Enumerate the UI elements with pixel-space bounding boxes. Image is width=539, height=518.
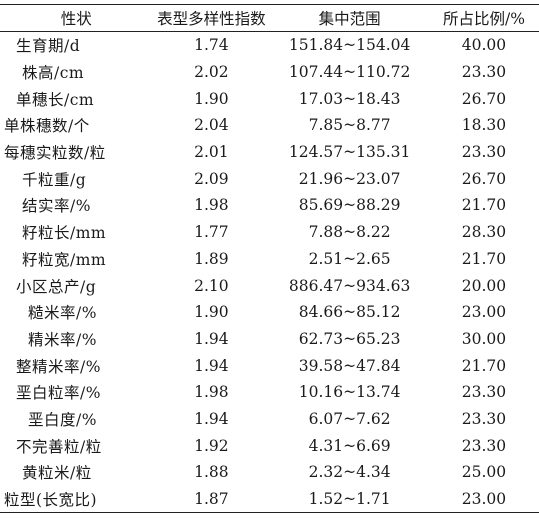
cell-percentage: 23.30 [461,383,507,402]
table-header: 性状 表型多样性指数 集中范围 所占比例/% [0,4,539,32]
cell-range: 21.96~23.07 [298,169,401,188]
table-row: 粒型(长宽比) 1.87 1.52~1.71 23.00 [0,485,539,514]
cell-trait: 小区总产/g [16,277,97,296]
cell-range: 886.47~934.63 [288,276,411,295]
table-row: 精米率/% 1.94 62.73~65.23 30.00 [0,326,539,353]
cell-diversity-index: 1.77 [194,223,229,242]
table-row: 垩白度/% 1.94 6.07~7.62 23.30 [0,406,539,433]
table-row: 千粒重/g 2.09 21.96~23.07 26.70 [0,165,539,192]
cell-diversity-index: 1.92 [194,436,229,455]
cell-diversity-index: 1.90 [194,303,229,322]
table-row: 糙米率/% 1.90 84.66~85.12 23.00 [0,299,539,326]
cell-trait: 单株穗数/个 [4,117,90,136]
cell-diversity-index: 1.88 [194,463,229,482]
cell-percentage: 25.00 [461,463,507,482]
cell-range: 17.03~18.43 [298,89,401,108]
cell-range: 2.51~2.65 [308,249,391,268]
cell-trait: 垩白度/% [28,410,97,429]
table-row: 生育期/d 1.74 151.84~154.04 40.00 [0,32,539,59]
cell-range: 7.85~8.77 [308,116,391,135]
cell-trait: 生育期/d [16,37,81,56]
cell-diversity-index: 1.98 [194,196,229,215]
table-row: 籽粒长/mm 1.77 7.88~8.22 28.30 [0,219,539,246]
table-row: 株高/cm 2.02 107.44~110.72 23.30 [0,59,539,86]
cell-percentage: 23.00 [428,485,539,514]
table-row: 单穗长/cm 1.90 17.03~18.43 26.70 [0,85,539,112]
header-percentage: 所占比例/% [428,4,539,32]
table-row: 整精米率/% 1.94 39.58~47.84 21.70 [0,352,539,379]
cell-percentage: 30.00 [461,329,507,348]
cell-trait: 结实率/% [22,197,91,216]
table-row: 单株穗数/个 2.04 7.85~8.77 18.30 [0,112,539,139]
header-concentration-range: 集中范围 [270,4,429,32]
cell-range: 2.32~4.34 [308,463,391,482]
header-diversity-index: 表型多样性指数 [152,4,271,32]
cell-range: 107.44~110.72 [288,63,411,82]
cell-diversity-index: 1.98 [194,383,229,402]
table-row: 结实率/% 1.98 85.69~88.29 21.70 [0,192,539,219]
cell-percentage: 21.70 [461,196,507,215]
cell-range: 62.73~65.23 [298,329,401,348]
table-row: 小区总产/g 2.10 886.47~934.63 20.00 [0,272,539,299]
cell-diversity-index: 1.94 [194,409,229,428]
cell-range: 124.57~135.31 [288,143,411,162]
cell-percentage: 40.00 [461,36,507,55]
cell-range: 84.66~85.12 [298,303,401,322]
table-row: 每穗实粒数/粒 2.01 124.57~135.31 23.30 [0,139,539,166]
cell-percentage: 26.70 [461,169,507,188]
cell-trait: 糙米率/% [28,304,97,323]
cell-range: 1.52~1.71 [270,485,429,514]
cell-range: 6.07~7.62 [308,409,391,428]
cell-diversity-index: 1.90 [194,89,229,108]
table-row: 籽粒宽/mm 1.89 2.51~2.65 21.70 [0,246,539,273]
cell-percentage: 20.00 [461,276,507,295]
table-row: 垩白粒率/% 1.98 10.16~13.74 23.30 [0,379,539,406]
cell-trait: 精米率/% [28,330,97,349]
cell-range: 151.84~154.04 [288,36,411,55]
cell-diversity-index: 1.89 [194,249,229,268]
table-row: 黄粒米/粒 1.88 2.32~4.34 25.00 [0,459,539,486]
cell-percentage: 28.30 [461,223,507,242]
cell-percentage: 23.30 [461,143,507,162]
cell-range: 7.88~8.22 [308,223,391,242]
cell-diversity-index: 1.74 [194,36,229,55]
cell-percentage: 23.30 [461,409,507,428]
cell-trait: 不完善粒/粒 [16,437,102,456]
cell-diversity-index: 2.04 [194,116,229,135]
cell-diversity-index: 2.02 [194,63,229,82]
cell-diversity-index: 2.01 [194,143,229,162]
cell-trait: 单穗长/cm [16,90,95,109]
cell-percentage: 21.70 [461,249,507,268]
cell-trait: 籽粒宽/mm [22,250,107,269]
cell-trait: 整精米率/% [16,357,101,376]
cell-trait: 垩白粒率/% [16,384,101,403]
cell-range: 39.58~47.84 [298,356,401,375]
trait-diversity-table: 性状 表型多样性指数 集中范围 所占比例/% 生育期/d 1.74 151.84… [0,4,539,514]
cell-percentage: 26.70 [461,89,507,108]
cell-range: 4.31~6.69 [308,436,391,455]
cell-trait: 黄粒米/粒 [22,464,92,483]
cell-diversity-index: 2.10 [194,276,229,295]
cell-trait: 株高/cm [22,64,85,83]
cell-diversity-index: 1.94 [194,356,229,375]
cell-diversity-index: 1.87 [152,485,271,514]
cell-trait: 粒型(长宽比) [0,485,153,514]
cell-diversity-index: 2.09 [194,169,229,188]
cell-percentage: 18.30 [461,116,507,135]
cell-percentage: 23.00 [461,303,507,322]
table-body: 生育期/d 1.74 151.84~154.04 40.00 株高/cm 2.0… [0,32,539,514]
cell-percentage: 21.70 [461,356,507,375]
table-row: 不完善粒/粒 1.92 4.31~6.69 23.30 [0,432,539,459]
cell-percentage: 23.30 [461,436,507,455]
cell-diversity-index: 1.94 [194,329,229,348]
cell-trait: 千粒重/g [22,170,87,189]
cell-range: 10.16~13.74 [298,383,401,402]
header-trait: 性状 [0,4,153,32]
cell-trait: 每穗实粒数/粒 [4,144,106,163]
cell-trait: 籽粒长/mm [22,224,107,243]
cell-range: 85.69~88.29 [298,196,401,215]
header-row: 性状 表型多样性指数 集中范围 所占比例/% [0,4,539,32]
cell-percentage: 23.30 [461,63,507,82]
